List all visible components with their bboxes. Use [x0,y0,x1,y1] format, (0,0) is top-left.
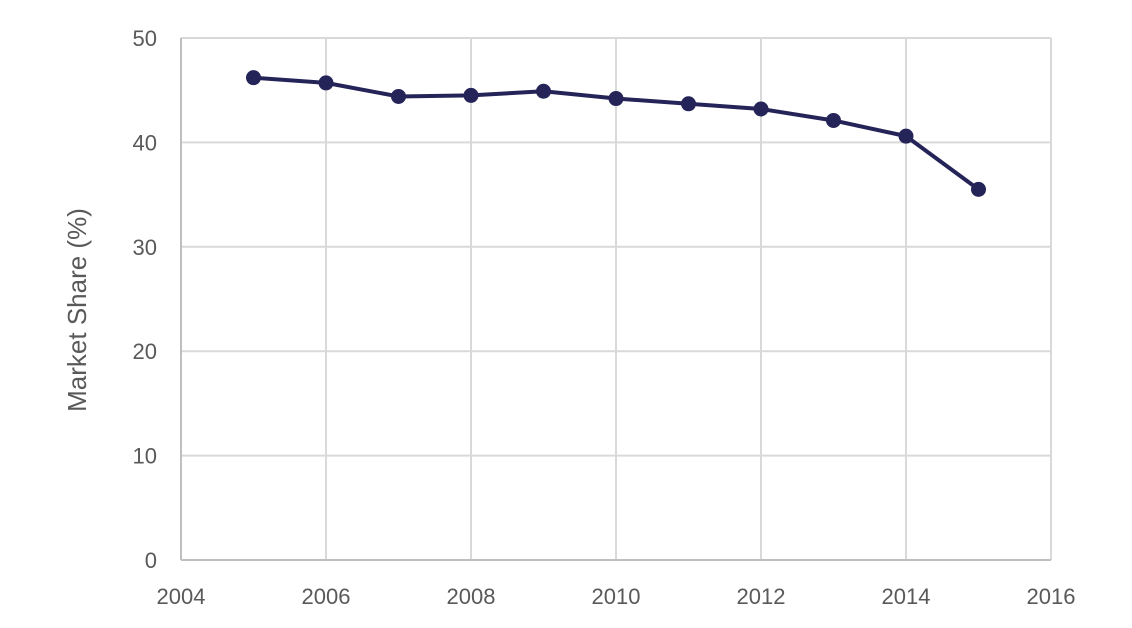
data-point [971,181,986,197]
y-axis-label: Market Share (%) [62,208,92,412]
y-tick-label: 50 [133,26,157,51]
x-tick-label: 2008 [447,584,496,609]
x-tick-label: 2004 [157,584,206,609]
data-point [608,91,624,107]
y-tick-label: 30 [133,235,157,260]
data-point [826,112,841,128]
data-point [246,70,261,86]
data-point [463,87,479,103]
y-tick-label: 40 [133,130,157,155]
data-point [391,88,406,104]
data-point [681,96,696,112]
tick-labels: 0 10 20 30 40 50 2004 2006 2008 2010 2012 2014 2016 [133,26,1076,609]
data-point [318,75,334,91]
grid-lines [181,37,1052,560]
y-tick-label: 0 [145,548,157,573]
data-point [753,101,769,117]
x-tick-label: 2010 [592,584,641,609]
y-tick-label: 20 [133,339,157,364]
data-point [536,83,551,99]
data-point [898,128,914,144]
data-series [246,70,986,197]
y-tick-label: 10 [133,444,157,469]
x-tick-label: 2016 [1027,584,1076,609]
x-tick-label: 2014 [882,584,931,609]
axes [180,38,1051,561]
x-tick-label: 2006 [302,584,351,609]
x-tick-label: 2012 [737,584,786,609]
